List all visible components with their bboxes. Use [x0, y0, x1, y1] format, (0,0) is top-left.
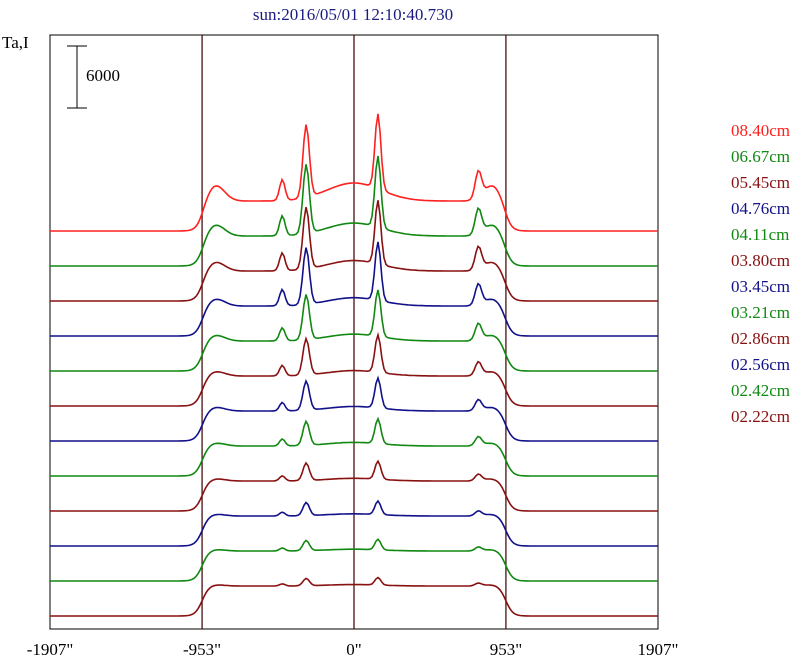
x-tick-label-3: 953" — [490, 640, 522, 659]
legend-item-08.40cm: 08.40cm — [731, 121, 790, 140]
legend-item-03.80cm: 03.80cm — [731, 251, 790, 270]
legend-item-04.11cm: 04.11cm — [731, 225, 789, 244]
legend-item-04.76cm: 04.76cm — [731, 199, 790, 218]
x-tick-label-1: -953" — [183, 640, 221, 659]
scale-bar: 6000 — [67, 45, 120, 109]
legend-item-02.42cm: 02.42cm — [731, 381, 790, 400]
series-line-04.11cm — [50, 289, 658, 372]
series-group — [50, 113, 658, 617]
legend-item-02.86cm: 02.86cm — [731, 329, 790, 348]
x-tick-label-4: 1907" — [638, 640, 679, 659]
legend-item-02.56cm: 02.56cm — [731, 355, 790, 374]
legend-item-05.45cm: 05.45cm — [731, 173, 790, 192]
series-line-08.40cm — [50, 113, 658, 232]
x-tick-label-0: -1907" — [27, 640, 74, 659]
y-axis-label: Ta,I — [2, 33, 29, 52]
scale-bar-label: 6000 — [86, 66, 120, 85]
legend-item-02.22cm: 02.22cm — [731, 407, 790, 426]
series-line-03.80cm — [50, 331, 658, 407]
series-line-02.22cm — [50, 576, 658, 617]
series-line-06.67cm — [50, 155, 658, 267]
series-line-04.76cm — [50, 241, 658, 337]
x-tick-label-2: 0" — [346, 640, 361, 659]
series-line-03.21cm — [50, 416, 658, 477]
legend-item-06.67cm: 06.67cm — [731, 147, 790, 166]
series-line-03.45cm — [50, 375, 658, 442]
series-line-02.56cm — [50, 499, 658, 547]
series-line-02.86cm — [50, 459, 658, 512]
legend-item-03.45cm: 03.45cm — [731, 277, 790, 296]
x-tick-labels: -1907" -953" 0" 953" 1907" — [27, 640, 679, 659]
series-line-05.45cm — [50, 200, 658, 302]
chart-title: sun:2016/05/01 12:10:40.730 — [253, 5, 453, 24]
legend-item-03.21cm: 03.21cm — [731, 303, 790, 322]
series-line-02.42cm — [50, 538, 658, 582]
legend: 08.40cm 06.67cm 05.45cm 04.76cm 04.11cm 03.80… — [731, 121, 790, 426]
vertical-reference-lines — [201, 35, 507, 629]
